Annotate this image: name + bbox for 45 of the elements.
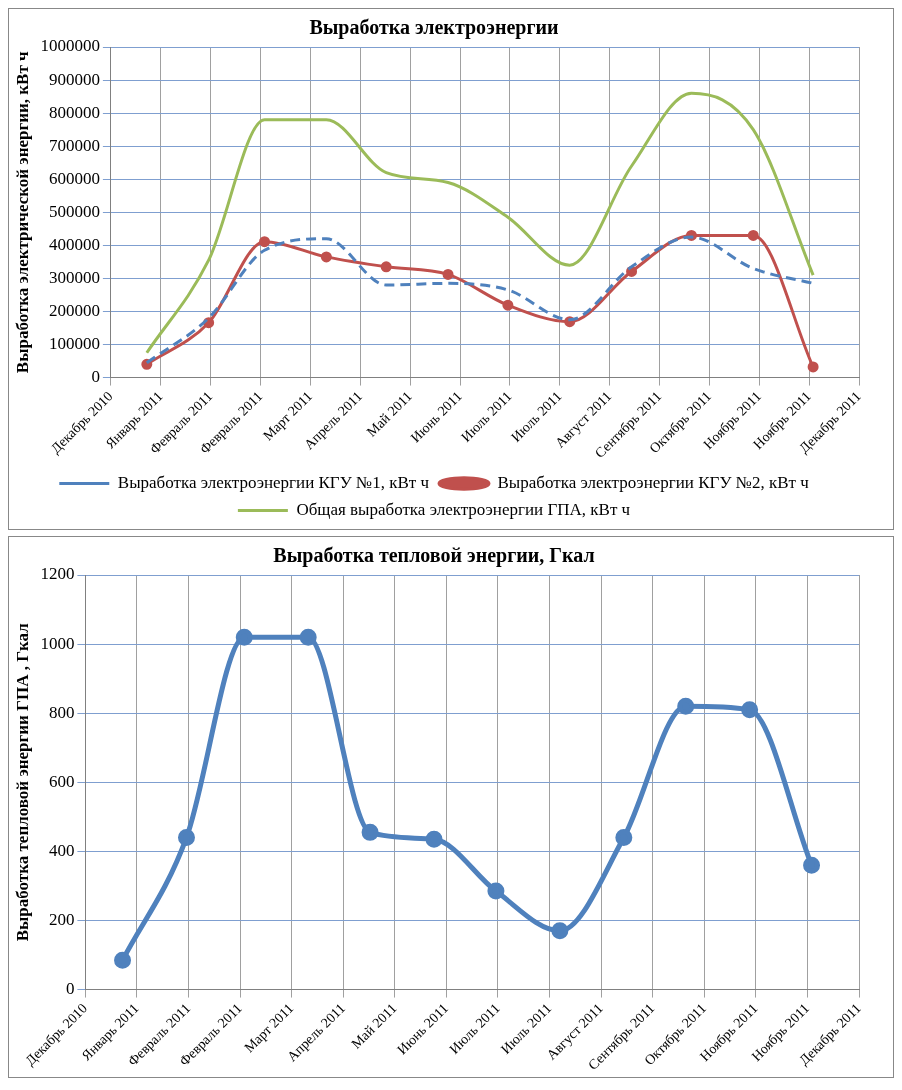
y-tick-label: 500000 — [48, 201, 100, 221]
y-tick-label: 600000 — [48, 168, 100, 188]
y-tick-label: 0 — [91, 367, 100, 387]
legend-label: Выработка электроэнергии КГУ №2, кВт ч — [497, 472, 810, 492]
y-tick-label: 800 — [48, 702, 75, 722]
point — [741, 701, 759, 719]
point — [803, 856, 821, 874]
point — [235, 628, 253, 646]
legend-label: Общая выработка электроэнергии ГПА, кВт ч — [296, 499, 631, 519]
y-axis-title: Выработка тепловой энергии ГПА , Гкал — [12, 622, 32, 942]
y-tick-label: 1000 — [40, 633, 75, 653]
point — [425, 830, 443, 848]
y-tick-label: 800000 — [48, 102, 100, 122]
point — [442, 268, 454, 280]
y-tick-label: 1000000 — [40, 36, 100, 56]
point — [380, 261, 392, 273]
chart-title: Выработка тепловой энергии, Гкал — [273, 544, 595, 568]
point — [502, 299, 514, 311]
point — [177, 829, 195, 847]
y-axis-title: Выработка электрической энергии, кВт ч — [12, 50, 32, 374]
point — [487, 882, 505, 900]
point — [807, 361, 819, 373]
point — [361, 823, 379, 841]
point — [259, 236, 271, 248]
y-tick-label: 400000 — [48, 234, 100, 254]
point — [299, 628, 317, 646]
y-tick-label: 400 — [48, 840, 75, 860]
y-tick-label: 300000 — [48, 267, 100, 287]
point — [677, 697, 695, 715]
y-tick-label: 700000 — [48, 135, 100, 155]
y-tick-label: 100000 — [48, 333, 100, 353]
y-tick-label: 900000 — [48, 69, 100, 89]
point — [615, 829, 633, 847]
y-tick-label: 200 — [48, 909, 75, 929]
y-tick-label: 1200 — [40, 564, 75, 584]
point — [114, 951, 132, 969]
point — [747, 229, 759, 241]
y-tick-label: 0 — [65, 979, 75, 999]
chart-title: Выработка электроэнергии — [309, 16, 559, 40]
line-series — [145, 91, 815, 355]
point — [320, 251, 332, 263]
y-tick-label: 600 — [48, 771, 75, 791]
point — [551, 922, 569, 940]
legend-label: Выработка электроэнергии КГУ №1, кВт ч — [117, 472, 430, 492]
y-tick-label: 200000 — [48, 300, 100, 320]
